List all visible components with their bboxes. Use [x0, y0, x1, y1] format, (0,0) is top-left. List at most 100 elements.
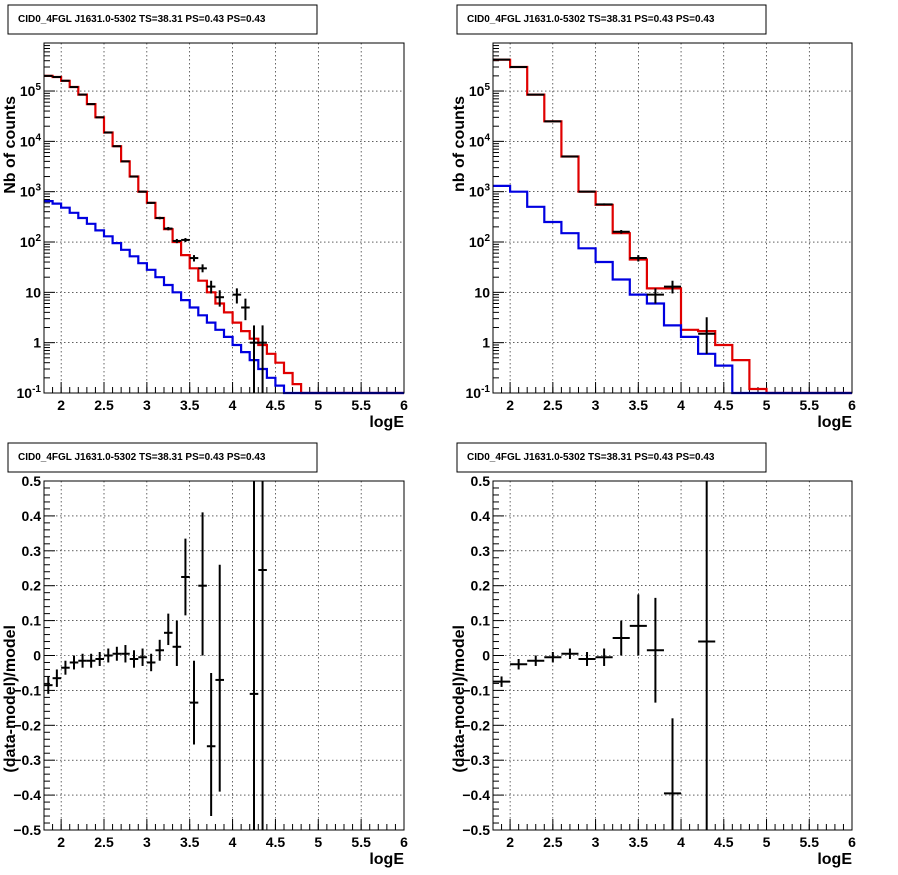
y-tick-label: 104 — [20, 132, 42, 149]
y-tick-label: 0.1 — [22, 613, 42, 629]
x-axis: 2 2.5 3 3.5 4 4.5 5 5.5 6 — [43, 819, 408, 850]
x-tick-label: 2.5 — [94, 834, 114, 850]
y-tick-mantissa: 1 — [482, 335, 490, 351]
y-tick-label: 0.2 — [471, 578, 491, 594]
x-axis: 2 2.5 3 3.5 4 4.5 5 5.5 6 — [43, 382, 408, 413]
chart-title: CID0_4FGL J1631.0-5302 TS=38.31 PS=0.43 … — [18, 452, 266, 463]
y-tick-label: −0.4 — [462, 787, 490, 803]
x-tick-label: 2 — [506, 397, 514, 413]
x-tick-label: 3 — [592, 397, 600, 413]
x-tick-label: 5 — [763, 834, 771, 850]
y-tick-label: 0 — [482, 648, 490, 664]
x-tick-label: 3.5 — [629, 834, 649, 850]
y-tick-label: −0.5 — [13, 822, 41, 838]
x-tick-label: 5 — [314, 834, 322, 850]
y-axis: −0.5 −0.4 −0.3 −0.2 −0.1 0 0.1 0.2 0.3 0.4 0.5 — [13, 473, 55, 838]
y-tick-label: 0.5 — [22, 473, 42, 489]
y-tick-mantissa: 10 — [20, 133, 36, 149]
y-tick-label: −0.2 — [462, 717, 490, 733]
y-tick-label: 102 — [20, 233, 42, 250]
y-axis-label: Nb of counts — [2, 96, 19, 194]
x-axis: 2 2.5 3 3.5 4 4.5 5 5.5 6 — [492, 382, 856, 413]
y-tick-label: −0.4 — [13, 787, 41, 803]
y-tick-label: 1 — [33, 335, 41, 351]
chart-title: CID0_4FGL J1631.0-5302 TS=38.31 PS=0.43 … — [18, 14, 266, 25]
x-tick-label: 2 — [506, 834, 514, 850]
y-tick-mantissa: 10 — [469, 83, 485, 99]
panel-bottom-left: CID0_4FGL J1631.0-5302 TS=38.31 PS=0.43 … — [2, 442, 408, 868]
y-tick-label: 0.5 — [471, 473, 491, 489]
x-tick-label: 6 — [400, 834, 408, 850]
y-tick-label: 103 — [20, 183, 42, 200]
x-tick-label: 2.5 — [543, 834, 563, 850]
y-tick-exponent: 3 — [35, 183, 41, 194]
y-tick-mantissa: 10 — [474, 284, 490, 300]
y-tick-label: 105 — [469, 82, 491, 99]
panel-top-left: CID0_4FGL J1631.0-5302 TS=38.31 PS=0.43 … — [2, 4, 408, 431]
plot-frame — [43, 42, 405, 394]
x-tick-label: 3.5 — [180, 834, 200, 850]
y-tick-label: 103 — [469, 183, 491, 200]
x-tick-label: 2.5 — [94, 397, 114, 413]
x-tick-label: 3 — [143, 834, 151, 850]
y-tick-exponent: 2 — [35, 233, 41, 244]
y-tick-exponent: -1 — [32, 384, 41, 395]
y-tick-exponent: 2 — [484, 233, 490, 244]
y-tick-label: −0.5 — [462, 822, 490, 838]
data-points — [493, 58, 716, 354]
title-box — [456, 4, 767, 35]
y-tick-label: 0.3 — [471, 543, 491, 559]
y-tick-label: 10 — [25, 284, 41, 300]
x-axis-label: logE — [369, 851, 404, 868]
chart-title: CID0_4FGL J1631.0-5302 TS=38.31 PS=0.43 … — [467, 14, 715, 25]
x-tick-label: 3 — [592, 834, 600, 850]
x-tick-label: 5.5 — [800, 397, 820, 413]
x-tick-label: 5.5 — [351, 397, 371, 413]
plot-frame — [492, 42, 853, 394]
y-tick-label: 104 — [469, 132, 491, 149]
x-tick-label: 4.5 — [266, 834, 286, 850]
y-tick-mantissa: 10 — [17, 385, 33, 401]
y-tick-label: 0.4 — [471, 508, 491, 524]
x-tick-label: 3.5 — [180, 397, 200, 413]
y-tick-exponent: 3 — [484, 183, 490, 194]
y-tick-mantissa: 10 — [20, 83, 36, 99]
y-tick-mantissa: 10 — [466, 385, 482, 401]
chart-title: CID0_4FGL J1631.0-5302 TS=38.31 PS=0.43 … — [467, 452, 715, 463]
x-axis: 2 2.5 3 3.5 4 4.5 5 5.5 6 — [492, 819, 856, 850]
x-tick-label: 4.5 — [714, 834, 734, 850]
x-axis-label: logE — [817, 851, 852, 868]
x-tick-label: 5 — [314, 397, 322, 413]
x-tick-label: 4.5 — [714, 397, 734, 413]
histogram-model-total — [44, 74, 404, 395]
plot-frame — [43, 480, 405, 831]
y-tick-label: −0.2 — [13, 717, 41, 733]
data-points — [44, 481, 267, 830]
plot-frame — [492, 480, 853, 831]
y-tick-label: 0.1 — [471, 613, 491, 629]
y-tick-mantissa: 10 — [469, 133, 485, 149]
y-tick-exponent: 5 — [35, 82, 41, 93]
y-tick-exponent: 4 — [484, 132, 490, 143]
x-tick-label: 2 — [57, 397, 65, 413]
y-tick-mantissa: 10 — [25, 284, 41, 300]
grid — [493, 43, 852, 393]
y-tick-label: −0.1 — [13, 682, 41, 698]
x-tick-label: 6 — [848, 397, 856, 413]
x-tick-label: 4 — [677, 834, 685, 850]
y-tick-mantissa: 10 — [20, 184, 36, 200]
grid — [44, 481, 404, 830]
x-axis-label: logE — [369, 414, 404, 431]
data-points — [493, 481, 716, 830]
y-tick-label: 102 — [469, 233, 491, 250]
y-tick-label: 0 — [33, 648, 41, 664]
title-box — [7, 442, 318, 473]
data-points — [44, 74, 267, 393]
x-tick-label: 3.5 — [629, 397, 649, 413]
x-tick-label: 4 — [229, 397, 237, 413]
x-axis-label: logE — [817, 414, 852, 431]
y-axis-label: (data-model)/model — [2, 625, 19, 773]
y-tick-mantissa: 1 — [33, 335, 41, 351]
